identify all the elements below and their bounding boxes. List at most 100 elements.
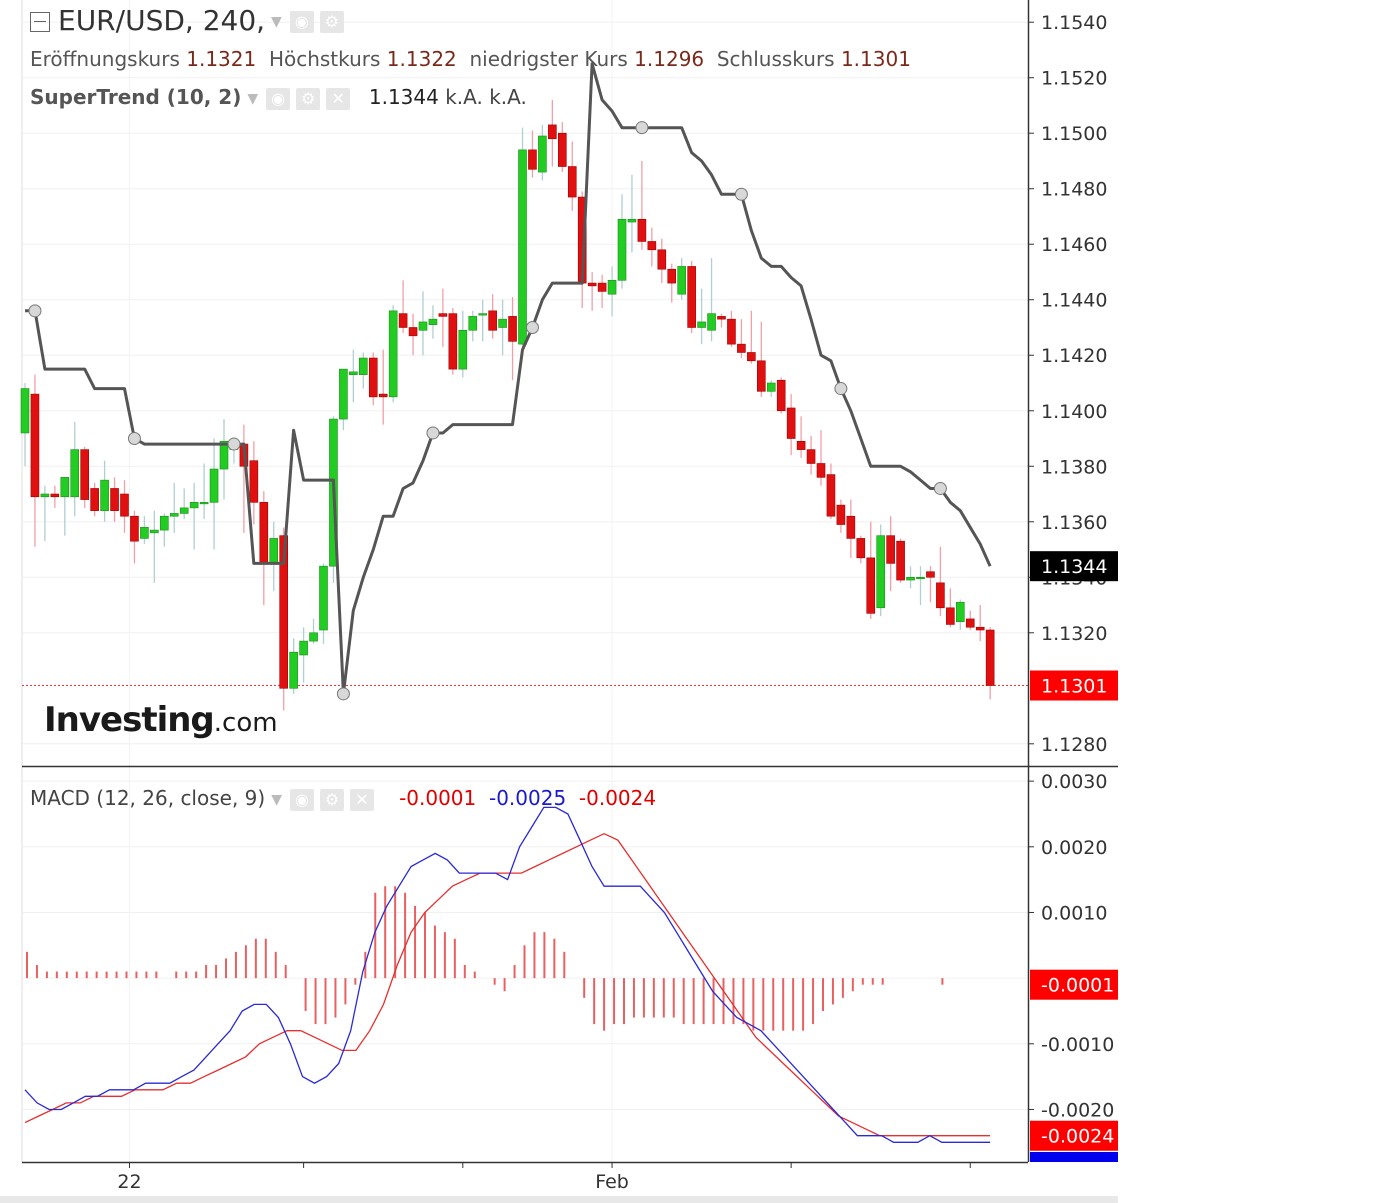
candle-body [319, 565, 328, 631]
supertrend-marker [127, 432, 141, 446]
candle-body [916, 576, 925, 580]
supertrend-marker [933, 481, 947, 495]
candle-body [975, 626, 985, 631]
candle-body [249, 460, 259, 503]
candle-body [179, 507, 189, 514]
macd-signal-tag-bg [1030, 1120, 1118, 1151]
candle-body [209, 468, 219, 503]
supertrend-marker [426, 426, 440, 440]
supertrend-marker [336, 687, 350, 701]
candle-body [50, 493, 60, 498]
macd-line-value: -0.0025 [488, 786, 567, 810]
macd-name: MACD (12, 26, close, 9) [30, 786, 266, 810]
price-axis-label: 1.1400 [1041, 401, 1107, 423]
candle-body [597, 282, 607, 292]
macd-line [24, 806, 991, 1143]
candle-body [110, 488, 119, 511]
high-value: 1.1322 [386, 47, 457, 71]
candle-body [786, 407, 796, 439]
gear-icon[interactable]: ⚙ [296, 87, 321, 110]
candle-body [60, 477, 70, 498]
ohlc-legend: Eröffnungskurs 1.1321 Höchstkurs 1.1322 … [30, 47, 911, 71]
candle-body [488, 310, 497, 331]
time-axis-label: Feb [595, 1171, 629, 1193]
candle-body [428, 318, 438, 326]
candle-body [886, 535, 895, 564]
candle-body [100, 479, 109, 511]
price-axis-label: 1.1500 [1041, 123, 1107, 145]
candle-body [518, 149, 527, 345]
collapse-icon[interactable] [30, 12, 50, 32]
supertrend-na-1: k.A. [445, 85, 483, 109]
candle-body [219, 440, 229, 470]
gear-icon[interactable]: ⚙ [319, 11, 344, 33]
chevron-down-icon[interactable]: ▼ [271, 14, 282, 30]
time-axis-label: 22 [117, 1171, 141, 1193]
candle-body [876, 535, 886, 609]
candle-body [647, 241, 657, 251]
candle-body [498, 318, 507, 328]
candle-body [548, 124, 557, 140]
macd-axis-label: -0.0010 [1041, 1034, 1114, 1056]
candle-body [936, 582, 945, 609]
candle-body [567, 166, 577, 198]
candle-body [607, 280, 617, 295]
candle-body [30, 393, 40, 498]
candle-body [40, 493, 50, 498]
candle-body [150, 529, 159, 534]
candle-body [866, 557, 876, 614]
candle-body [189, 502, 199, 509]
candle-body [458, 329, 468, 370]
price-axis-label: 1.1520 [1041, 68, 1107, 90]
open-label: Eröffnungskurs [30, 47, 180, 71]
open-value: 1.1321 [186, 47, 257, 71]
candle-body [70, 449, 80, 498]
candle-body [667, 268, 677, 284]
candle-body [169, 513, 179, 517]
macd-line-tag-bg [1030, 1152, 1118, 1162]
candle-body [398, 313, 408, 328]
candle-body [408, 327, 418, 337]
price-axis-label: 1.1320 [1041, 623, 1107, 645]
candle-body [826, 474, 836, 517]
candle-body [816, 463, 826, 478]
candle-body [747, 352, 756, 362]
price-axis-label: 1.1420 [1041, 345, 1107, 367]
supertrend-value: 1.1344 [368, 85, 439, 109]
candle-body [160, 515, 169, 531]
candle-body [299, 640, 308, 656]
supertrend-marker [525, 320, 539, 334]
candle-body [378, 393, 388, 398]
close-label: Schlusskurs [716, 47, 835, 71]
candle-body [20, 388, 30, 434]
candle-body [478, 313, 488, 316]
candle-body [657, 249, 667, 270]
candle-body [687, 266, 696, 328]
candle-body [130, 515, 139, 542]
candle-body [538, 135, 547, 173]
supertrend-legend: SuperTrend (10, 2) ▼ ◉ ⚙ ✕ 1.1344 k.A. k.A. [30, 85, 527, 110]
candle-body [587, 282, 597, 287]
gear-icon[interactable]: ⚙ [319, 788, 344, 811]
candle-body [836, 504, 846, 525]
symbol-title: EUR/USD, 240, [58, 4, 266, 37]
low-value: 1.1296 [634, 47, 705, 71]
close-icon[interactable]: ✕ [349, 788, 374, 811]
candle-body [339, 368, 348, 420]
price-axis-label: 1.1540 [1041, 12, 1107, 34]
eye-icon[interactable]: ◉ [289, 788, 314, 811]
candle-body [557, 132, 567, 167]
candle-body [637, 218, 647, 242]
candle-body [766, 382, 776, 392]
investing-logo: Investing.com [44, 700, 278, 740]
macd-axis-label: -0.0020 [1041, 1099, 1114, 1121]
eye-icon[interactable]: ◉ [266, 87, 291, 110]
chevron-down-icon[interactable]: ▼ [247, 90, 259, 107]
close-value: 1.1301 [840, 47, 911, 71]
candle-body [368, 357, 378, 398]
chevron-down-icon[interactable]: ▼ [271, 791, 282, 808]
close-icon[interactable]: ✕ [326, 87, 351, 110]
eye-icon[interactable]: ◉ [289, 11, 314, 33]
candle-body [677, 266, 687, 295]
